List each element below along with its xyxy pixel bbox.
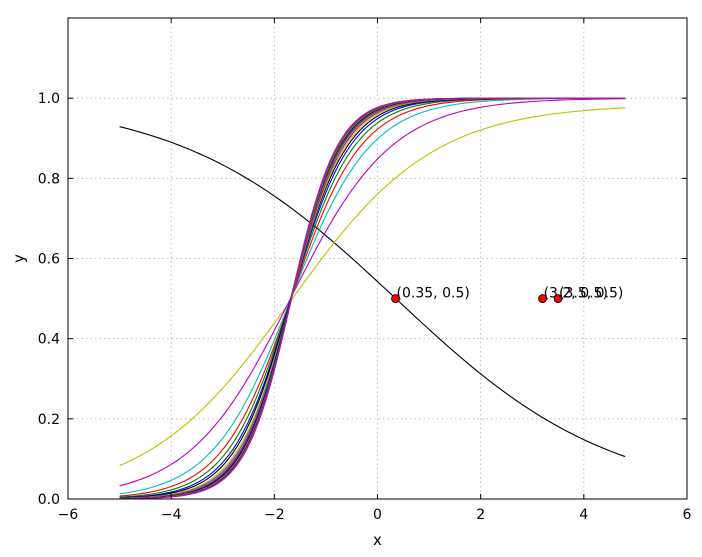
- x-tick-label: −6: [58, 507, 79, 523]
- data-point: [553, 294, 563, 303]
- x-axis-label: x: [373, 531, 382, 549]
- series-line: [119, 98, 626, 487]
- y-tick-label: 0.2: [38, 412, 60, 428]
- annotations: (0.35, 0.5) (3.2, 0.5)(3.5, 0.5): [397, 286, 624, 302]
- series-line: [119, 126, 626, 458]
- ticks: −6 −4 −2 0 2 4 6 0.0 0.2 0.4 0.6 0.8 1.0: [38, 18, 692, 523]
- point-annotation: (3.2, 0.5): [544, 286, 608, 302]
- y-tick-label: 0.4: [38, 332, 60, 348]
- x-tick-label: 4: [579, 507, 588, 523]
- y-tick-label: 0.8: [38, 171, 60, 187]
- y-tick-label: 0.6: [38, 252, 60, 268]
- data-point: [391, 294, 400, 303]
- data-point: [538, 294, 547, 303]
- points: [391, 294, 563, 303]
- y-tick-label: 0.0: [38, 492, 60, 508]
- x-tick-label: −4: [161, 507, 182, 523]
- x-tick-label: 6: [683, 507, 692, 523]
- x-tick-label: −2: [264, 507, 285, 523]
- series-line: [119, 107, 626, 467]
- series-line: [119, 97, 626, 500]
- y-tick-label: 1.0: [38, 91, 60, 107]
- x-tick-label: 0: [373, 507, 382, 523]
- series-lines: [119, 97, 626, 500]
- x-tick-label: 2: [476, 507, 485, 523]
- point-annotation: (0.35, 0.5): [397, 286, 470, 302]
- y-axis-label: y: [10, 254, 28, 263]
- grid: [68, 18, 687, 499]
- point-annotation: (3.5, 0.5): [559, 286, 623, 302]
